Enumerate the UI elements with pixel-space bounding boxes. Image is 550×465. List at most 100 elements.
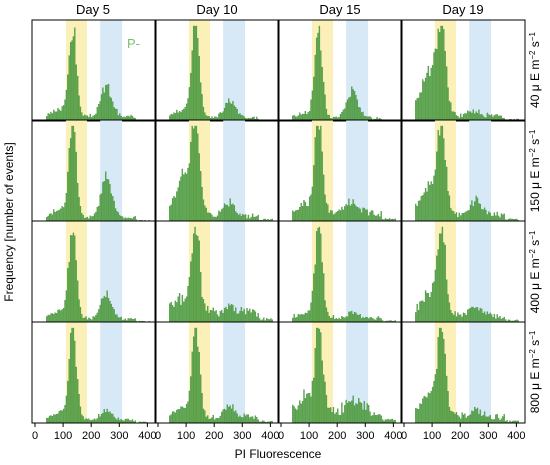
histogram-bar bbox=[64, 202, 66, 222]
histogram-bar bbox=[497, 317, 500, 323]
histogram-bar bbox=[321, 262, 323, 323]
histogram-bar bbox=[102, 182, 104, 222]
histogram-bar bbox=[445, 279, 448, 323]
histogram-bar bbox=[134, 318, 136, 323]
histogram-bar bbox=[46, 316, 48, 323]
histogram-bar bbox=[379, 414, 381, 424]
x-tick-label: 300 bbox=[356, 430, 374, 442]
histogram-bar bbox=[65, 290, 68, 323]
histogram-bar bbox=[483, 311, 486, 323]
histogram-bar bbox=[93, 418, 96, 424]
histogram-bar bbox=[303, 389, 305, 424]
histogram-bar bbox=[308, 196, 311, 222]
histogram-bar bbox=[325, 202, 328, 222]
histogram-bar bbox=[490, 418, 493, 424]
histogram-bar bbox=[497, 417, 500, 424]
histogram-bar bbox=[134, 216, 136, 222]
column-header-day10: Day 10 bbox=[196, 2, 237, 17]
histogram-bar bbox=[177, 187, 179, 222]
histogram-bar bbox=[304, 201, 307, 222]
histogram-bar bbox=[91, 216, 93, 222]
histogram-bar bbox=[114, 418, 117, 424]
histogram-bar bbox=[240, 215, 243, 222]
histogram-bar bbox=[293, 406, 295, 424]
histogram-bar bbox=[233, 311, 236, 323]
histogram-bar bbox=[207, 415, 209, 424]
histogram-bar bbox=[110, 97, 113, 122]
histogram-bar bbox=[476, 407, 479, 424]
histogram-bar bbox=[216, 418, 219, 424]
histogram-bar bbox=[345, 316, 347, 323]
histogram-bar bbox=[67, 380, 69, 424]
histogram-bar bbox=[228, 303, 230, 323]
histogram-bar bbox=[493, 212, 496, 222]
histogram-bar bbox=[451, 313, 453, 323]
histogram-bar bbox=[109, 300, 111, 323]
gate-2 bbox=[346, 322, 369, 423]
histogram-bar bbox=[218, 210, 220, 222]
histogram-bar bbox=[201, 296, 203, 323]
histogram-bar bbox=[178, 409, 181, 424]
histogram-bar bbox=[490, 215, 493, 222]
panel-r2-c2 bbox=[277, 220, 403, 323]
histogram-bar bbox=[335, 211, 337, 222]
histogram-bar bbox=[110, 193, 113, 222]
histogram-bar bbox=[424, 188, 427, 222]
x-tick-label: 200 bbox=[328, 430, 346, 442]
histogram-bar bbox=[48, 415, 51, 424]
histogram-bar bbox=[486, 311, 489, 323]
histogram-bar bbox=[296, 409, 298, 424]
histogram-bar bbox=[112, 413, 114, 424]
histogram-bar bbox=[68, 55, 70, 122]
histogram-bar bbox=[356, 207, 359, 222]
histogram-bar bbox=[190, 141, 192, 222]
histogram-bar bbox=[342, 209, 344, 222]
histogram-bar bbox=[355, 205, 357, 222]
histogram-bar bbox=[96, 312, 98, 323]
histogram-bar bbox=[367, 215, 370, 222]
histogram-bar bbox=[72, 327, 75, 424]
histogram-bar bbox=[79, 106, 82, 122]
histogram-bar bbox=[310, 194, 312, 222]
histogram-bar bbox=[440, 233, 442, 323]
histogram-bar bbox=[60, 208, 62, 222]
histogram-bar bbox=[462, 312, 465, 323]
histogram-bar bbox=[427, 65, 430, 122]
histogram-bar bbox=[76, 182, 79, 222]
histogram-bar bbox=[124, 418, 127, 424]
histogram-bar bbox=[293, 211, 295, 222]
histogram-bar bbox=[342, 317, 344, 323]
histogram-bar bbox=[499, 217, 501, 222]
histogram-bar bbox=[373, 214, 375, 222]
histogram-bar bbox=[476, 197, 479, 222]
histogram-bar bbox=[311, 290, 314, 323]
histogram-bar bbox=[478, 413, 480, 424]
histogram-bar bbox=[237, 313, 240, 323]
histogram-bar bbox=[363, 208, 366, 222]
histogram-bar bbox=[433, 175, 435, 222]
histogram-bar bbox=[78, 299, 80, 323]
histogram-bar bbox=[216, 314, 219, 323]
histogram-bar bbox=[426, 72, 428, 122]
histogram-bar bbox=[436, 368, 438, 424]
histogram-bar bbox=[201, 393, 203, 424]
histogram-bar bbox=[366, 403, 368, 424]
histogram-bar bbox=[50, 313, 52, 323]
x-tick-label: 100 bbox=[423, 430, 441, 442]
histogram-bar bbox=[254, 216, 257, 222]
histogram-bar bbox=[57, 210, 59, 222]
gate-2 bbox=[223, 322, 246, 423]
histogram-bar bbox=[232, 203, 234, 222]
histogram-bar bbox=[171, 411, 174, 424]
histogram-bar bbox=[444, 244, 446, 323]
histogram-bar bbox=[437, 249, 439, 323]
histogram-bar bbox=[209, 418, 212, 424]
histogram-bar bbox=[488, 314, 490, 323]
histogram-bar bbox=[183, 301, 185, 323]
panel-r1-c2 bbox=[277, 119, 403, 222]
histogram-bar bbox=[503, 213, 505, 222]
histogram-bar bbox=[380, 211, 382, 222]
histogram-bar bbox=[243, 413, 245, 424]
histogram-bar bbox=[315, 125, 318, 222]
histogram-bar bbox=[349, 96, 351, 122]
